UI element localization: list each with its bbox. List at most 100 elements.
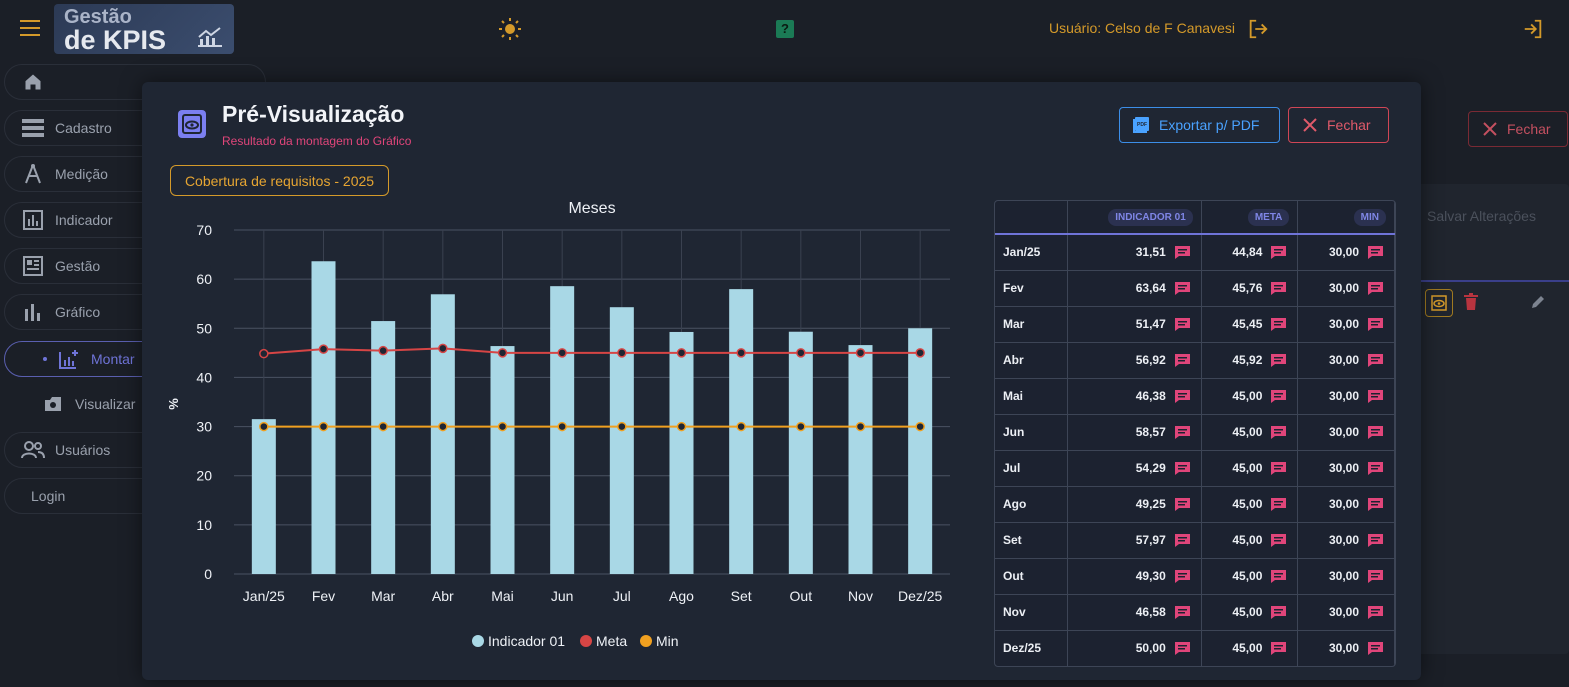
sidebar-item-visualizar[interactable]: Visualizar [4,386,266,422]
comment-icon[interactable] [1367,389,1384,404]
x-tick-label: Dez/25 [898,588,943,604]
comment-icon[interactable] [1367,425,1384,440]
pencil-icon[interactable] [1530,294,1546,310]
comment-icon[interactable] [1270,425,1287,440]
bar [669,331,694,574]
comment-icon[interactable] [1367,605,1384,620]
comment-icon[interactable] [1174,281,1191,296]
cell-indicador: 51,47 [1067,306,1202,343]
help-icon[interactable]: ? [776,20,794,38]
legend-marker [472,635,484,647]
comment-icon[interactable] [1270,605,1287,620]
bar [848,345,873,574]
series-point [378,345,388,356]
comment-icon[interactable] [1270,533,1287,548]
sidebar-item-label: Gestão [55,258,101,274]
comment-icon[interactable] [1367,353,1384,368]
theme-sun-icon[interactable] [498,17,522,41]
comment-icon[interactable] [1367,281,1384,296]
sidebar-item-gestao[interactable]: Gestão [4,248,266,284]
x-tick-label: Nov [848,588,873,604]
cell-min: 30,00 [1297,270,1395,307]
cell-month: Mai [995,378,1069,415]
header-meta: META [1201,201,1299,235]
cell-meta: 45,00 [1201,522,1299,559]
data-table: INDICADOR 01 META MIN Jan/25 31,51 44,84 30… [994,200,1396,667]
close-button[interactable]: Fechar [1288,107,1389,143]
comment-icon[interactable] [1270,497,1287,512]
bar [430,294,455,574]
comment-icon[interactable] [1367,317,1384,332]
series-point [736,421,746,432]
x-tick-label: Ago [669,588,694,604]
menu-icon[interactable] [20,20,40,36]
comment-icon[interactable] [1174,605,1191,620]
sidebar-item-label: Visualizar [75,396,136,412]
table-row: Ago 49,25 45,00 30,00 [995,486,1395,523]
comment-icon[interactable] [1174,245,1191,260]
sidebar-item-medicao[interactable]: Medição [4,156,266,192]
compass-icon [21,162,45,186]
series-point [438,421,448,432]
app-logo[interactable]: Gestão de KPIS [54,4,234,54]
comment-icon[interactable] [1270,317,1287,332]
comment-icon[interactable] [1270,461,1287,476]
comment-icon[interactable] [1270,245,1287,260]
comment-icon[interactable] [1174,569,1191,584]
active-dot [43,357,47,361]
x-tick-label: Mar [371,588,395,604]
series-point [736,348,746,358]
comment-icon[interactable] [1270,641,1287,656]
comment-icon[interactable] [1270,389,1287,404]
comment-icon[interactable] [1367,641,1384,656]
comment-icon[interactable] [1174,497,1191,512]
table-header-row: INDICADOR 01 META MIN [995,201,1395,235]
logout-icon[interactable] [1247,18,1269,40]
table-row: Abr 56,92 45,92 30,00 [995,342,1395,379]
cell-month: Dez/25 [995,630,1069,666]
y-axis-label: % [166,398,181,410]
cell-min: 30,00 [1297,234,1395,271]
view-button[interactable] [1425,289,1453,317]
legend-label: Meta [596,633,627,649]
x-tick-label: Jan/25 [243,588,285,604]
close-icon [1483,122,1497,136]
modal-subtitle: Resultado da montagem do Gráfico [222,134,412,148]
comment-icon[interactable] [1174,353,1191,368]
cell-indicador: 58,57 [1067,414,1202,451]
cell-month: Mar [995,306,1069,343]
home-icon [21,70,45,94]
header-month [995,201,1069,235]
comment-icon[interactable] [1367,245,1384,260]
sidebar-item-label: Medição [55,166,108,182]
comment-icon[interactable] [1270,281,1287,296]
comment-icon[interactable] [1270,353,1287,368]
comment-icon[interactable] [1367,461,1384,476]
comment-icon[interactable] [1174,389,1191,404]
sidebar-item-label: Gráfico [55,304,101,320]
export-label: Exportar p/ PDF [1159,117,1260,133]
comment-icon[interactable] [1174,641,1191,656]
comment-icon[interactable] [1174,425,1191,440]
sidebar-item-indicador[interactable]: Indicador [4,202,266,238]
x-tick-label: Mai [491,588,514,604]
login-icon[interactable] [1522,18,1544,40]
export-pdf-button[interactable]: PDF Exportar p/ PDF [1119,107,1280,143]
comment-icon[interactable] [1367,569,1384,584]
cell-meta: 45,00 [1201,450,1299,487]
x-tick-label: Set [731,588,752,604]
comment-icon[interactable] [1367,533,1384,548]
series-point [617,348,627,358]
series-point [497,348,508,358]
comment-icon[interactable] [1367,497,1384,512]
comment-icon[interactable] [1174,317,1191,332]
background-close-button[interactable]: Fechar [1468,111,1568,147]
trash-icon[interactable] [1464,293,1478,310]
chart-title: Meses [568,200,615,217]
comment-icon[interactable] [1174,461,1191,476]
save-changes-button[interactable]: Salvar Alterações [1427,208,1536,224]
series-point [617,421,627,432]
comment-icon[interactable] [1270,569,1287,584]
comment-icon[interactable] [1174,533,1191,548]
sidebar-item-cadastro[interactable]: Cadastro [4,110,266,146]
